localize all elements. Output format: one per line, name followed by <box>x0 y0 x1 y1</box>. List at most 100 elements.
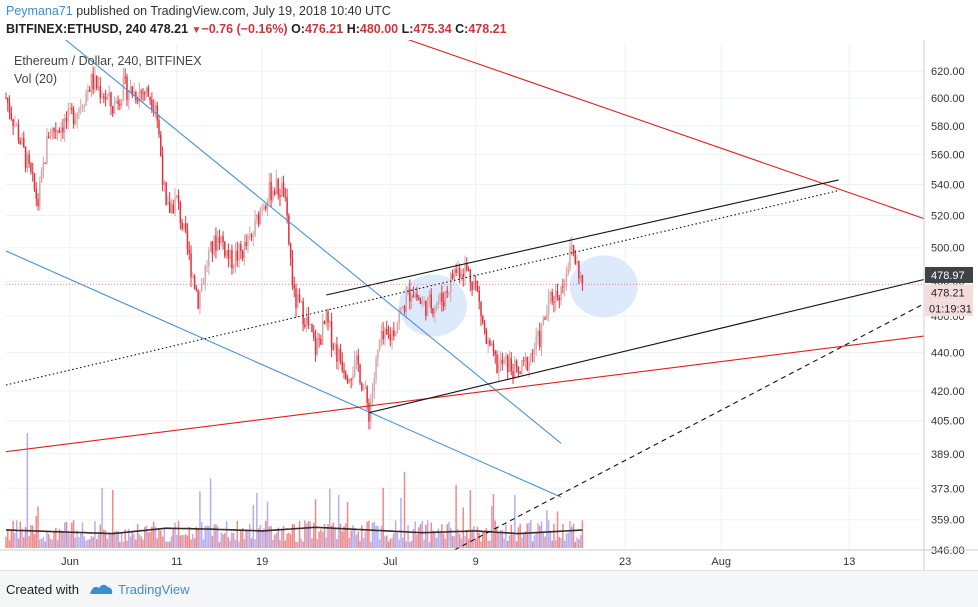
candle-body <box>304 324 306 327</box>
candle-body <box>437 301 440 305</box>
volume-bar <box>297 541 299 548</box>
candle-body <box>574 254 577 264</box>
volume-bar <box>149 532 151 548</box>
candle-body <box>23 137 25 147</box>
volume-bar <box>259 525 262 548</box>
candle-body <box>238 244 240 261</box>
volume-bar <box>279 540 281 548</box>
volume-bar <box>362 538 365 548</box>
candle-body <box>135 91 137 101</box>
volume-bar <box>101 488 103 548</box>
candle-body <box>147 87 150 97</box>
candle-body <box>62 127 64 133</box>
volume-bar <box>361 525 363 548</box>
countdown-label: 01:19:31 <box>929 303 972 315</box>
candle-body <box>478 290 480 302</box>
volume-bar <box>473 526 475 548</box>
volume-bar <box>158 528 160 548</box>
candle-body <box>425 300 427 317</box>
red-support-line <box>5 335 925 453</box>
volume-bar <box>254 539 256 548</box>
volume-bar <box>478 532 480 548</box>
volume-bar <box>524 531 527 548</box>
volume-bar <box>321 531 324 548</box>
x-tick-label: Aug <box>711 556 731 568</box>
candle-body <box>58 130 61 134</box>
volume-bar <box>515 541 518 548</box>
candle-body <box>542 318 545 325</box>
candle-body <box>44 162 46 164</box>
volume-bar <box>270 526 272 548</box>
candle-body <box>26 154 29 169</box>
volume-bar <box>398 539 400 548</box>
volume-bar <box>60 530 62 548</box>
candle-body <box>211 241 214 255</box>
author-link[interactable]: Peymana71 <box>6 4 73 18</box>
volume-bar <box>288 532 290 548</box>
volume-bar <box>272 539 274 548</box>
volume-bar <box>480 541 482 548</box>
candle-body <box>494 351 496 355</box>
candle-body <box>197 290 199 309</box>
volume-bar <box>350 530 352 548</box>
candle-body <box>122 76 125 100</box>
candle-body <box>385 328 388 334</box>
candle-body <box>382 331 384 340</box>
close-value: 478.21 <box>468 22 507 36</box>
candle-body <box>409 288 411 302</box>
candle-body <box>281 182 283 197</box>
volume-bar <box>88 539 91 548</box>
volume-bar <box>318 531 320 548</box>
volume-bar <box>231 532 233 548</box>
candle-body <box>373 378 376 391</box>
candle-body <box>325 311 327 324</box>
candle-body <box>487 340 489 345</box>
candle-body <box>442 301 445 307</box>
candle-body <box>455 269 457 273</box>
volume-bar <box>377 525 379 548</box>
candle-body <box>35 188 37 199</box>
candle-body <box>7 98 9 103</box>
candle-body <box>350 379 352 381</box>
volume-bar <box>352 525 354 548</box>
volume-bar <box>222 534 224 548</box>
tradingview-logo-icon[interactable] <box>88 580 114 598</box>
volume-bar <box>151 526 153 548</box>
candle-body <box>562 286 564 288</box>
drawings <box>5 40 925 551</box>
candle-body <box>391 330 393 341</box>
red-resistance-line <box>407 40 925 220</box>
candle-body <box>39 182 41 207</box>
volume-bar <box>446 524 448 548</box>
candle-body <box>291 258 294 286</box>
volume-bar <box>530 520 532 548</box>
volume-bar <box>170 536 173 548</box>
candle-body <box>458 267 461 279</box>
candle-body <box>457 267 459 273</box>
volume-bar <box>394 520 397 548</box>
y-tick-label: 440.00 <box>931 348 965 360</box>
candle-body <box>501 360 504 365</box>
candle-body <box>19 140 21 145</box>
tradingview-link[interactable]: TradingView <box>118 582 190 597</box>
candle-body <box>128 92 130 101</box>
candle-body <box>384 328 386 340</box>
volume-bar <box>35 515 37 548</box>
candle-body <box>410 295 413 302</box>
candle-body <box>359 364 361 384</box>
candle-body <box>232 265 235 269</box>
candle-body <box>188 249 190 253</box>
volume-bar <box>8 540 11 548</box>
price-chart[interactable]: 346.00 359.00 373.00 389.00 405.00 420.00 440.… <box>0 40 978 570</box>
volume-bar <box>261 530 263 548</box>
volume-bar <box>282 525 285 548</box>
volume-bar <box>56 540 59 548</box>
candle-body <box>401 306 404 308</box>
volume-bar <box>165 541 167 548</box>
volume-bar <box>71 522 73 548</box>
candle-body <box>375 358 377 379</box>
volume-bar <box>181 535 183 548</box>
candle-body <box>46 136 48 164</box>
candle-body <box>229 250 231 259</box>
candle-body <box>533 349 536 354</box>
